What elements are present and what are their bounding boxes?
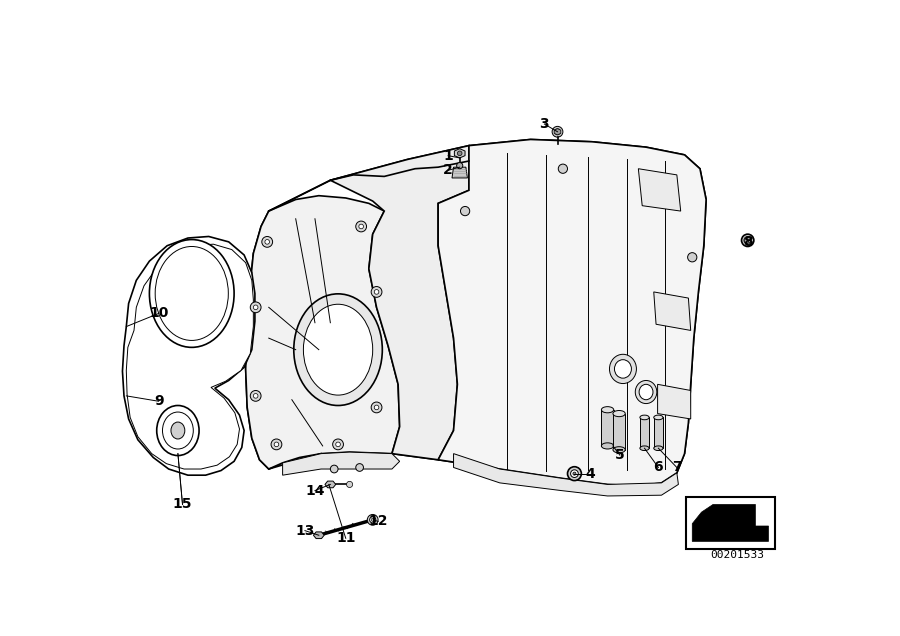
Text: 9: 9: [154, 394, 164, 408]
Ellipse shape: [155, 247, 229, 340]
Text: 14: 14: [305, 483, 325, 497]
Text: 4: 4: [585, 467, 595, 481]
Text: 10: 10: [149, 307, 168, 321]
Polygon shape: [638, 169, 680, 211]
Circle shape: [568, 467, 581, 481]
Circle shape: [333, 439, 344, 450]
Text: 15: 15: [173, 497, 193, 511]
Bar: [686, 497, 775, 549]
Text: 13: 13: [295, 523, 315, 537]
Circle shape: [371, 287, 382, 297]
Circle shape: [254, 305, 258, 310]
Text: 8: 8: [743, 235, 753, 249]
Circle shape: [330, 465, 338, 473]
Polygon shape: [330, 146, 469, 460]
Ellipse shape: [653, 446, 663, 450]
Polygon shape: [613, 413, 626, 450]
Ellipse shape: [601, 406, 614, 413]
Circle shape: [262, 237, 273, 247]
Ellipse shape: [615, 360, 632, 378]
Circle shape: [742, 234, 754, 247]
Ellipse shape: [149, 240, 234, 347]
Circle shape: [274, 442, 279, 446]
Ellipse shape: [613, 410, 626, 417]
Text: 6: 6: [653, 460, 663, 474]
Circle shape: [456, 163, 463, 169]
Text: 12: 12: [368, 515, 388, 529]
Ellipse shape: [635, 380, 657, 404]
Circle shape: [356, 221, 366, 232]
Polygon shape: [246, 196, 400, 469]
Polygon shape: [454, 149, 465, 158]
Circle shape: [370, 517, 376, 523]
Polygon shape: [601, 410, 614, 446]
Circle shape: [688, 252, 697, 262]
Circle shape: [374, 289, 379, 294]
Text: 5: 5: [615, 448, 625, 462]
Text: 1: 1: [444, 149, 453, 163]
Circle shape: [461, 207, 470, 216]
Circle shape: [571, 470, 579, 478]
Polygon shape: [313, 532, 324, 539]
Circle shape: [573, 472, 576, 475]
Ellipse shape: [613, 446, 626, 453]
Polygon shape: [554, 128, 561, 135]
Ellipse shape: [653, 415, 663, 420]
Polygon shape: [744, 237, 751, 244]
Polygon shape: [640, 417, 649, 448]
Circle shape: [558, 164, 568, 174]
Circle shape: [359, 224, 364, 229]
Ellipse shape: [293, 294, 382, 406]
Ellipse shape: [303, 304, 373, 395]
Text: 11: 11: [336, 531, 356, 545]
Polygon shape: [454, 453, 679, 496]
Circle shape: [552, 127, 562, 137]
Ellipse shape: [640, 446, 649, 450]
Ellipse shape: [601, 443, 614, 449]
Polygon shape: [653, 292, 690, 331]
Polygon shape: [692, 504, 769, 541]
Ellipse shape: [171, 422, 184, 439]
Text: 3: 3: [540, 117, 549, 131]
Circle shape: [346, 481, 353, 488]
Circle shape: [371, 518, 374, 522]
Ellipse shape: [157, 406, 199, 455]
Polygon shape: [658, 384, 690, 419]
Polygon shape: [452, 167, 467, 178]
Polygon shape: [126, 244, 254, 469]
Circle shape: [374, 405, 379, 410]
Circle shape: [265, 240, 269, 244]
Ellipse shape: [163, 412, 194, 449]
Text: 2: 2: [444, 163, 453, 177]
Text: 7: 7: [672, 460, 681, 474]
Polygon shape: [283, 452, 400, 475]
Ellipse shape: [640, 415, 649, 420]
Ellipse shape: [639, 384, 653, 399]
Ellipse shape: [609, 354, 636, 384]
Circle shape: [356, 464, 364, 471]
Circle shape: [367, 515, 378, 525]
Polygon shape: [438, 139, 706, 486]
Circle shape: [743, 237, 752, 244]
Polygon shape: [122, 237, 255, 475]
Circle shape: [554, 128, 561, 135]
Polygon shape: [653, 417, 663, 448]
Circle shape: [371, 402, 382, 413]
Polygon shape: [246, 139, 706, 486]
Circle shape: [250, 391, 261, 401]
Circle shape: [336, 442, 340, 446]
Text: 00201533: 00201533: [710, 550, 764, 560]
Polygon shape: [325, 481, 336, 488]
Circle shape: [250, 302, 261, 313]
Circle shape: [271, 439, 282, 450]
Circle shape: [457, 151, 462, 156]
Circle shape: [254, 394, 258, 398]
